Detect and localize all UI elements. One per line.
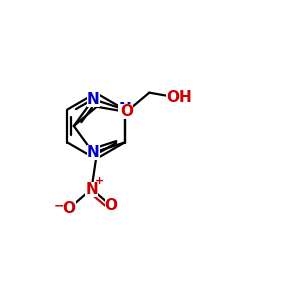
Text: N: N: [87, 92, 100, 107]
Text: N: N: [87, 145, 100, 160]
Text: +: +: [95, 176, 104, 186]
Text: O: O: [104, 198, 118, 213]
Text: −: −: [53, 199, 64, 212]
Text: N: N: [85, 182, 98, 196]
Text: O: O: [62, 201, 76, 216]
Text: OH: OH: [166, 90, 192, 105]
Text: O: O: [120, 104, 133, 119]
Text: N: N: [118, 102, 131, 117]
